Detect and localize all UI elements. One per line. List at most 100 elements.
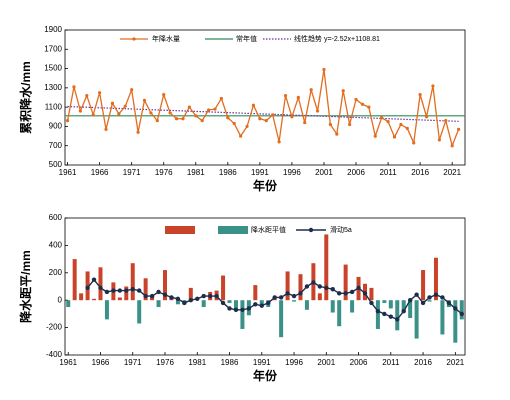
point [226,116,230,120]
bar [414,300,419,339]
point [194,114,198,118]
bar [163,270,167,301]
bar [175,300,180,305]
bar [421,270,426,301]
point [188,298,194,303]
bar [143,278,148,301]
y-tick-label: 700 [49,141,63,150]
bar [104,300,109,320]
bar [324,234,329,301]
point [201,293,206,299]
point [220,300,226,306]
bar [317,293,322,301]
point [181,117,185,121]
plot-frame [64,217,466,356]
point [174,117,179,121]
point [253,302,258,307]
point [227,306,232,311]
legend-label: 常年值 [236,34,257,43]
point [328,122,332,127]
bar [124,286,129,301]
point [245,124,249,129]
trend-line [67,105,459,122]
point [401,308,406,314]
point [427,295,432,300]
point [91,113,95,117]
point [98,285,103,291]
point [232,121,236,126]
legend-swatch [165,226,195,234]
y-tick-label: -400 [46,350,63,359]
point [272,295,277,300]
bar [453,300,458,343]
bar [440,300,445,335]
x-tick-label: 2006 [350,358,368,367]
point [386,120,390,124]
point [124,288,129,293]
point [291,293,297,299]
bar [330,300,335,313]
point [264,119,268,123]
point [155,119,159,123]
bar [350,300,355,313]
legend-swatch [308,227,314,233]
point [324,285,329,291]
point [341,89,345,93]
point [143,293,148,299]
point [459,311,464,317]
bar [240,300,245,329]
x-tick-label: 1996 [283,168,301,177]
point [369,300,374,306]
point [110,101,115,105]
point [343,291,348,296]
x-tick-label: 1971 [123,168,141,177]
y-axis-label: 累积降水/mm [18,61,33,134]
point [182,300,187,306]
point [414,292,419,297]
bar [201,300,206,308]
y-tick-label: 1900 [44,25,62,34]
point [206,108,211,112]
point [395,317,400,322]
bar [253,285,258,301]
point [123,104,127,108]
point [399,122,403,127]
point [219,96,224,101]
bar [337,300,342,327]
x-tick-label: 1986 [219,168,237,177]
y-tick-label: 0 [58,295,63,304]
bar [188,287,193,301]
point [258,117,262,121]
x-tick-label: 1966 [92,358,110,367]
bar [459,300,464,320]
bar [433,257,438,301]
point [322,67,326,72]
point [246,306,252,311]
bar [369,287,374,301]
point [85,93,89,98]
point [412,141,416,145]
bar [221,275,226,301]
point [168,111,172,115]
bar [304,300,309,310]
bar [375,300,380,329]
point [354,97,358,102]
bar [427,300,432,302]
bar [156,300,161,308]
y-tick-label: 1700 [44,44,62,53]
point [437,138,441,142]
point [72,85,76,89]
legend-swatch [132,37,136,41]
point [309,88,313,92]
bar [279,300,284,338]
y-tick-label: 1300 [44,83,62,92]
point [251,103,256,107]
point [336,291,342,296]
bar [285,271,290,301]
plot-frame [64,29,466,166]
y-tick-label: 600 [49,213,63,222]
point [317,284,323,289]
point [136,288,142,293]
point [162,292,168,297]
y-tick-label: 500 [49,160,63,169]
